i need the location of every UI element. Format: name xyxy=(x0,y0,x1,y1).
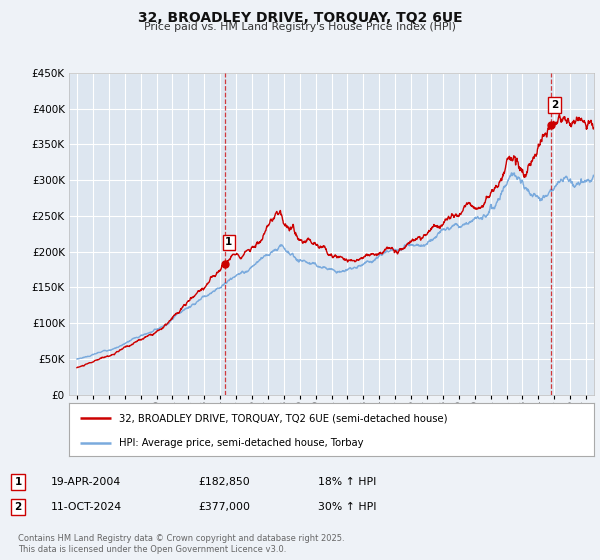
Text: £377,000: £377,000 xyxy=(198,502,250,512)
Text: 18% ↑ HPI: 18% ↑ HPI xyxy=(318,477,376,487)
Text: Contains HM Land Registry data © Crown copyright and database right 2025.
This d: Contains HM Land Registry data © Crown c… xyxy=(18,534,344,554)
Text: £182,850: £182,850 xyxy=(198,477,250,487)
Text: 19-APR-2004: 19-APR-2004 xyxy=(51,477,121,487)
Text: 1: 1 xyxy=(225,237,233,248)
Text: 2: 2 xyxy=(551,100,559,110)
Text: Price paid vs. HM Land Registry's House Price Index (HPI): Price paid vs. HM Land Registry's House … xyxy=(144,22,456,32)
Text: 32, BROADLEY DRIVE, TORQUAY, TQ2 6UE (semi-detached house): 32, BROADLEY DRIVE, TORQUAY, TQ2 6UE (se… xyxy=(119,413,448,423)
Text: HPI: Average price, semi-detached house, Torbay: HPI: Average price, semi-detached house,… xyxy=(119,438,364,448)
Text: 11-OCT-2024: 11-OCT-2024 xyxy=(51,502,122,512)
Text: 1: 1 xyxy=(14,477,22,487)
Text: 32, BROADLEY DRIVE, TORQUAY, TQ2 6UE: 32, BROADLEY DRIVE, TORQUAY, TQ2 6UE xyxy=(137,11,463,25)
Text: 30% ↑ HPI: 30% ↑ HPI xyxy=(318,502,377,512)
Text: 2: 2 xyxy=(14,502,22,512)
